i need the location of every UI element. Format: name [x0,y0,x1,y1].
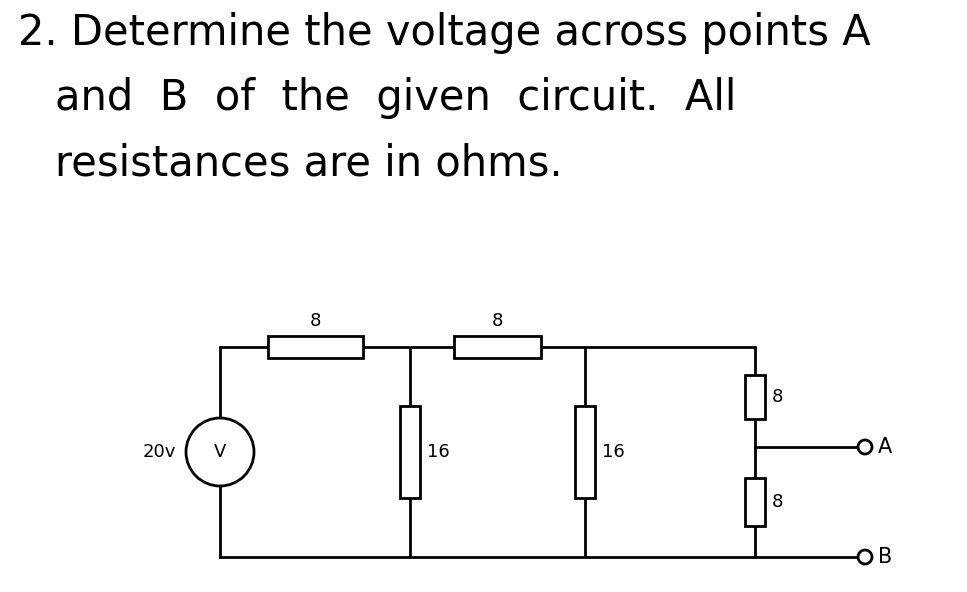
Text: B: B [878,547,893,567]
Circle shape [858,550,872,564]
Text: 8: 8 [772,493,783,511]
Text: 8: 8 [492,312,503,330]
Text: 8: 8 [309,312,321,330]
Text: and  B  of  the  given  circuit.  All: and B of the given circuit. All [55,77,737,119]
Text: 8: 8 [772,388,783,406]
Bar [400,406,420,498]
Text: 16: 16 [602,443,625,461]
Bar [575,406,595,498]
Bar [745,375,765,419]
Bar [745,478,765,526]
Text: A: A [878,437,893,457]
Circle shape [186,418,254,486]
Text: 20v: 20v [142,443,176,461]
Bar [454,336,542,358]
Text: V: V [214,443,226,461]
Text: resistances are in ohms.: resistances are in ohms. [55,142,563,184]
Text: 2. Determine the voltage across points A: 2. Determine the voltage across points A [18,12,870,54]
Text: 16: 16 [427,443,450,461]
Bar [268,336,363,358]
Circle shape [858,440,872,454]
